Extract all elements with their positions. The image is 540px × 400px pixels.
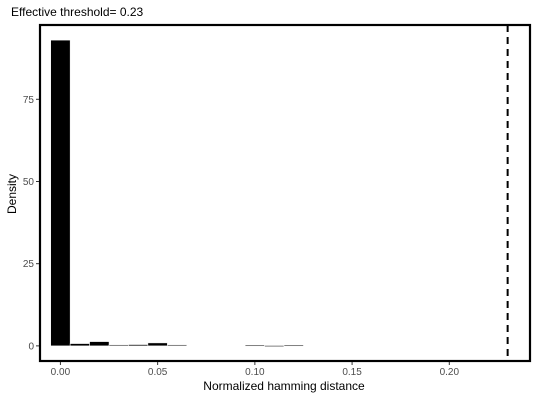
x-tick-label: 0.15	[342, 367, 362, 378]
x-axis-ticks: 0.00 0.05 0.10 0.15 0.20	[51, 362, 460, 378]
histogram-bar	[244, 344, 265, 347]
y-tick-label: 25	[23, 259, 35, 270]
x-tick-label: 0.05	[148, 367, 168, 378]
histogram-bar	[69, 343, 90, 347]
histogram-bar	[167, 344, 188, 347]
histogram-bar	[264, 345, 285, 347]
plot-panel-border	[38, 23, 532, 363]
y-tick-label: 50	[23, 177, 35, 188]
histogram-bars	[50, 39, 304, 347]
y-tick-label: 0	[28, 341, 34, 352]
chart-title: Effective threshold= 0.23	[11, 5, 144, 19]
x-axis-title: Normalized hamming distance	[203, 379, 365, 393]
histogram-bar	[50, 39, 71, 347]
x-tick-label: 0.10	[245, 367, 265, 378]
histogram-bar	[89, 341, 110, 347]
y-tick-label: 75	[23, 95, 35, 106]
y-axis-ticks: 0 25 50 75	[23, 95, 39, 352]
histogram-bar	[147, 342, 168, 347]
histogram-bar	[283, 344, 304, 347]
y-axis-title: Density	[5, 174, 19, 214]
histogram-bar	[108, 344, 129, 347]
histogram-bar	[128, 344, 149, 347]
x-tick-label: 0.20	[440, 367, 460, 378]
x-tick-label: 0.00	[51, 367, 71, 378]
